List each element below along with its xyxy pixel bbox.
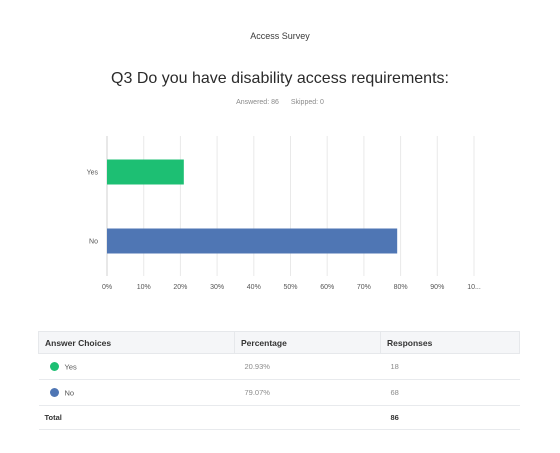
x-tick-label: 0% <box>102 284 112 291</box>
x-tick-label: 90% <box>430 284 444 291</box>
table-row-no: No 79.07% 68 <box>38 379 520 406</box>
answered-count: Answered: 86 <box>236 99 279 106</box>
x-tick-label: 50% <box>283 284 297 291</box>
x-tick-label: 70% <box>357 284 371 291</box>
header-responses: Responses <box>380 331 520 354</box>
total-empty <box>234 405 381 430</box>
bar-yes <box>107 159 184 185</box>
total-label: Total <box>38 405 235 430</box>
skipped-count: Skipped: 0 <box>290 99 324 106</box>
choice-label: Yes <box>64 362 77 372</box>
response-summary: Answered: 86 Skipped: 0 <box>0 99 560 106</box>
bar-no <box>107 228 398 254</box>
choice-label: No <box>64 388 75 398</box>
table-row-yes: Yes 20.93% 18 <box>38 353 520 380</box>
responses-cell: 18 <box>380 353 520 380</box>
bar-chart: 0% 10% 20% 30% 40% 50% 60% 70% 80% 90% 10... Yes No <box>87 136 481 291</box>
table-header-row: Answer Choices Percentage Responses <box>38 331 520 354</box>
question-title: Q3 Do you have disability access require… <box>111 70 449 87</box>
responses-cell: 68 <box>380 379 520 406</box>
x-tick-label: 10... <box>467 284 481 291</box>
percentage-cell: 79.07% <box>234 379 381 406</box>
survey-title: Access Survey <box>250 31 310 41</box>
table-row-total: Total 86 <box>38 405 520 430</box>
results-table: Answer Choices Percentage Responses Yes … <box>38 331 520 430</box>
x-tick-label: 20% <box>173 284 187 291</box>
x-tick-label: 80% <box>394 284 408 291</box>
header-percentage: Percentage <box>234 331 381 354</box>
percentage-cell: 20.93% <box>234 353 381 380</box>
x-tick-label: 30% <box>210 284 224 291</box>
x-tick-label: 60% <box>320 284 334 291</box>
yes-legend-dot <box>49 362 59 372</box>
total-value: 86 <box>380 405 520 430</box>
category-label-no: No <box>89 239 98 246</box>
choice-cell: Yes <box>38 353 235 380</box>
x-tick-label: 10% <box>137 284 151 291</box>
choice-cell: No <box>38 379 235 406</box>
x-tick-label: 40% <box>247 284 261 291</box>
header-answer-choices: Answer Choices <box>38 331 235 354</box>
no-legend-dot <box>49 388 59 398</box>
category-label-yes: Yes <box>87 170 99 177</box>
